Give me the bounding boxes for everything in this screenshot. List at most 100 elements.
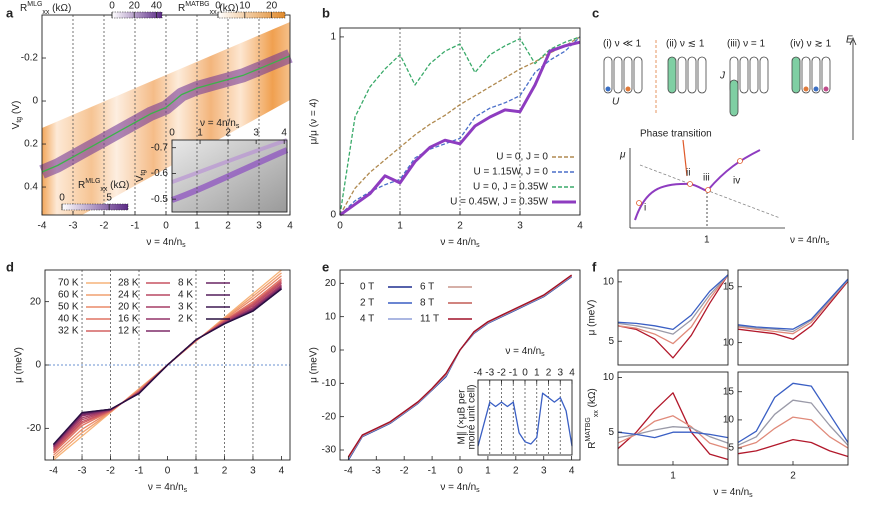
label-part: (kΩ) — [107, 180, 129, 191]
y-tick-label: 15 — [723, 386, 735, 397]
point-label: iii — [703, 173, 710, 184]
x-tick-label: 1 — [197, 128, 203, 139]
x-tick-label: 4 — [569, 368, 575, 379]
x-tick-label: 0 — [169, 128, 175, 139]
label-part: xx — [100, 186, 108, 193]
pill-group — [667, 56, 707, 94]
x-tick-label: -2 — [400, 466, 409, 477]
data-line — [477, 392, 573, 447]
x-tick-label: -4 — [344, 466, 353, 477]
label-part: R — [20, 3, 27, 14]
x-tick-label: 4 — [577, 221, 583, 232]
data-line — [737, 279, 849, 333]
x-tick-label: 4 — [279, 466, 285, 477]
x-tick-label: 2 — [513, 466, 519, 477]
data-line — [617, 274, 729, 335]
legend-label: U = 1.15W, J = 0 — [474, 167, 549, 178]
x-tick-label: 2 — [225, 128, 231, 139]
y-tick-label: 5 — [728, 443, 734, 454]
data-line — [339, 36, 581, 216]
state-label: (ii) ν ≲ 1 — [666, 39, 705, 50]
map-background — [42, 22, 290, 215]
y-axis-label: Vtg (V) — [11, 101, 23, 130]
state-label: (iv) ν ≳ 1 — [790, 39, 832, 50]
y-tick-label: -0.6 — [151, 168, 169, 179]
y-tick-label: -20 — [322, 411, 337, 422]
data-line — [737, 438, 849, 458]
y-tick-label: -0.2 — [21, 53, 39, 64]
axis-frame — [171, 139, 288, 213]
x-tick-label: -4 — [38, 221, 47, 232]
panel-letter: b — [322, 5, 330, 20]
y-tick-label: 15 — [723, 281, 735, 292]
label-part: ν = 4n/n — [790, 235, 826, 246]
colorbar-tick-label: 20 — [266, 1, 278, 12]
data-line — [737, 279, 849, 335]
x-tick-label: -4 — [49, 466, 58, 477]
x-tick-label: 0 — [165, 466, 171, 477]
label-part: xx — [593, 410, 600, 418]
y-tick-label: -0.5 — [151, 194, 169, 205]
y-axis-label: Vtg — [135, 170, 147, 183]
legend-label: 12 K — [118, 326, 139, 337]
label-part: tg — [16, 117, 23, 123]
y-tick-label: 5 — [608, 427, 614, 438]
colorbar — [61, 203, 129, 211]
label-part: R — [587, 442, 598, 449]
data-line — [617, 274, 729, 359]
y-axis-label: μ/μ (ν = 4) — [309, 99, 320, 145]
pill-group — [729, 56, 769, 117]
x-tick-label: 1 — [534, 368, 540, 379]
pill-group — [791, 56, 831, 94]
axis-frame — [737, 269, 849, 366]
y-axis-label: moiré unit cell) — [467, 384, 478, 449]
x-tick-label: 1 — [485, 466, 491, 477]
label-part: ν = 4n/n — [440, 237, 476, 248]
x-tick-label: 3 — [256, 221, 262, 232]
legend-label: 11 T — [420, 314, 439, 325]
x-tick-label: 3 — [541, 466, 547, 477]
state-label: (iii) ν = 1 — [727, 39, 766, 50]
data-line — [737, 280, 849, 340]
data-line — [339, 36, 581, 216]
legend-label: 60 K — [58, 290, 79, 301]
y-tick-label: 0 — [330, 345, 336, 356]
colorbar — [111, 11, 163, 19]
x-tick-label: 0 — [522, 368, 528, 379]
x-tick-label: -2 — [100, 221, 109, 232]
inset-stripe — [171, 138, 288, 184]
y-tick-label: -20 — [27, 423, 42, 434]
data-line — [737, 399, 849, 446]
data-line — [339, 40, 581, 217]
x-axis-label: ν = 4n/ns — [713, 487, 753, 499]
legend-label: 3 K — [178, 302, 193, 313]
x-tick-label: 2 — [546, 368, 552, 379]
colorbar-tick-label: 20 — [129, 1, 141, 12]
data-line — [617, 392, 729, 461]
x-axis-label: ν = 4n/ns — [505, 346, 545, 358]
colorbar-tick-label: 5 — [106, 193, 112, 204]
data-line — [737, 278, 849, 330]
panel-letter: e — [322, 259, 329, 274]
pill-group — [603, 56, 643, 94]
colorbar-tick-label: 0 — [59, 193, 65, 204]
label-part: MLG — [27, 1, 42, 8]
colorbar-label: RMATBGxx (kΩ) — [178, 1, 239, 16]
y-tick-label: 1 — [330, 32, 336, 43]
x-tick-label: -3 — [69, 221, 78, 232]
data-line — [617, 274, 729, 331]
label-part: (kΩ) — [49, 3, 71, 14]
legend-label: U = 0, J = 0.35W — [473, 182, 549, 193]
y-tick-label: 0 — [35, 360, 41, 371]
inset-stripe — [170, 147, 289, 203]
colorbar-tick-label: 0 — [109, 1, 115, 12]
legend-label: 50 K — [58, 302, 79, 313]
colorbar-tick-label: 40 — [151, 1, 163, 12]
panel-letter: f — [592, 259, 597, 274]
point-label: iv — [733, 176, 740, 187]
label-part: R — [78, 180, 85, 191]
legend-label: 2 T — [360, 298, 374, 309]
x-axis-label: ν = 4n/ns — [148, 482, 188, 494]
y-tick-label: 20 — [325, 278, 337, 289]
